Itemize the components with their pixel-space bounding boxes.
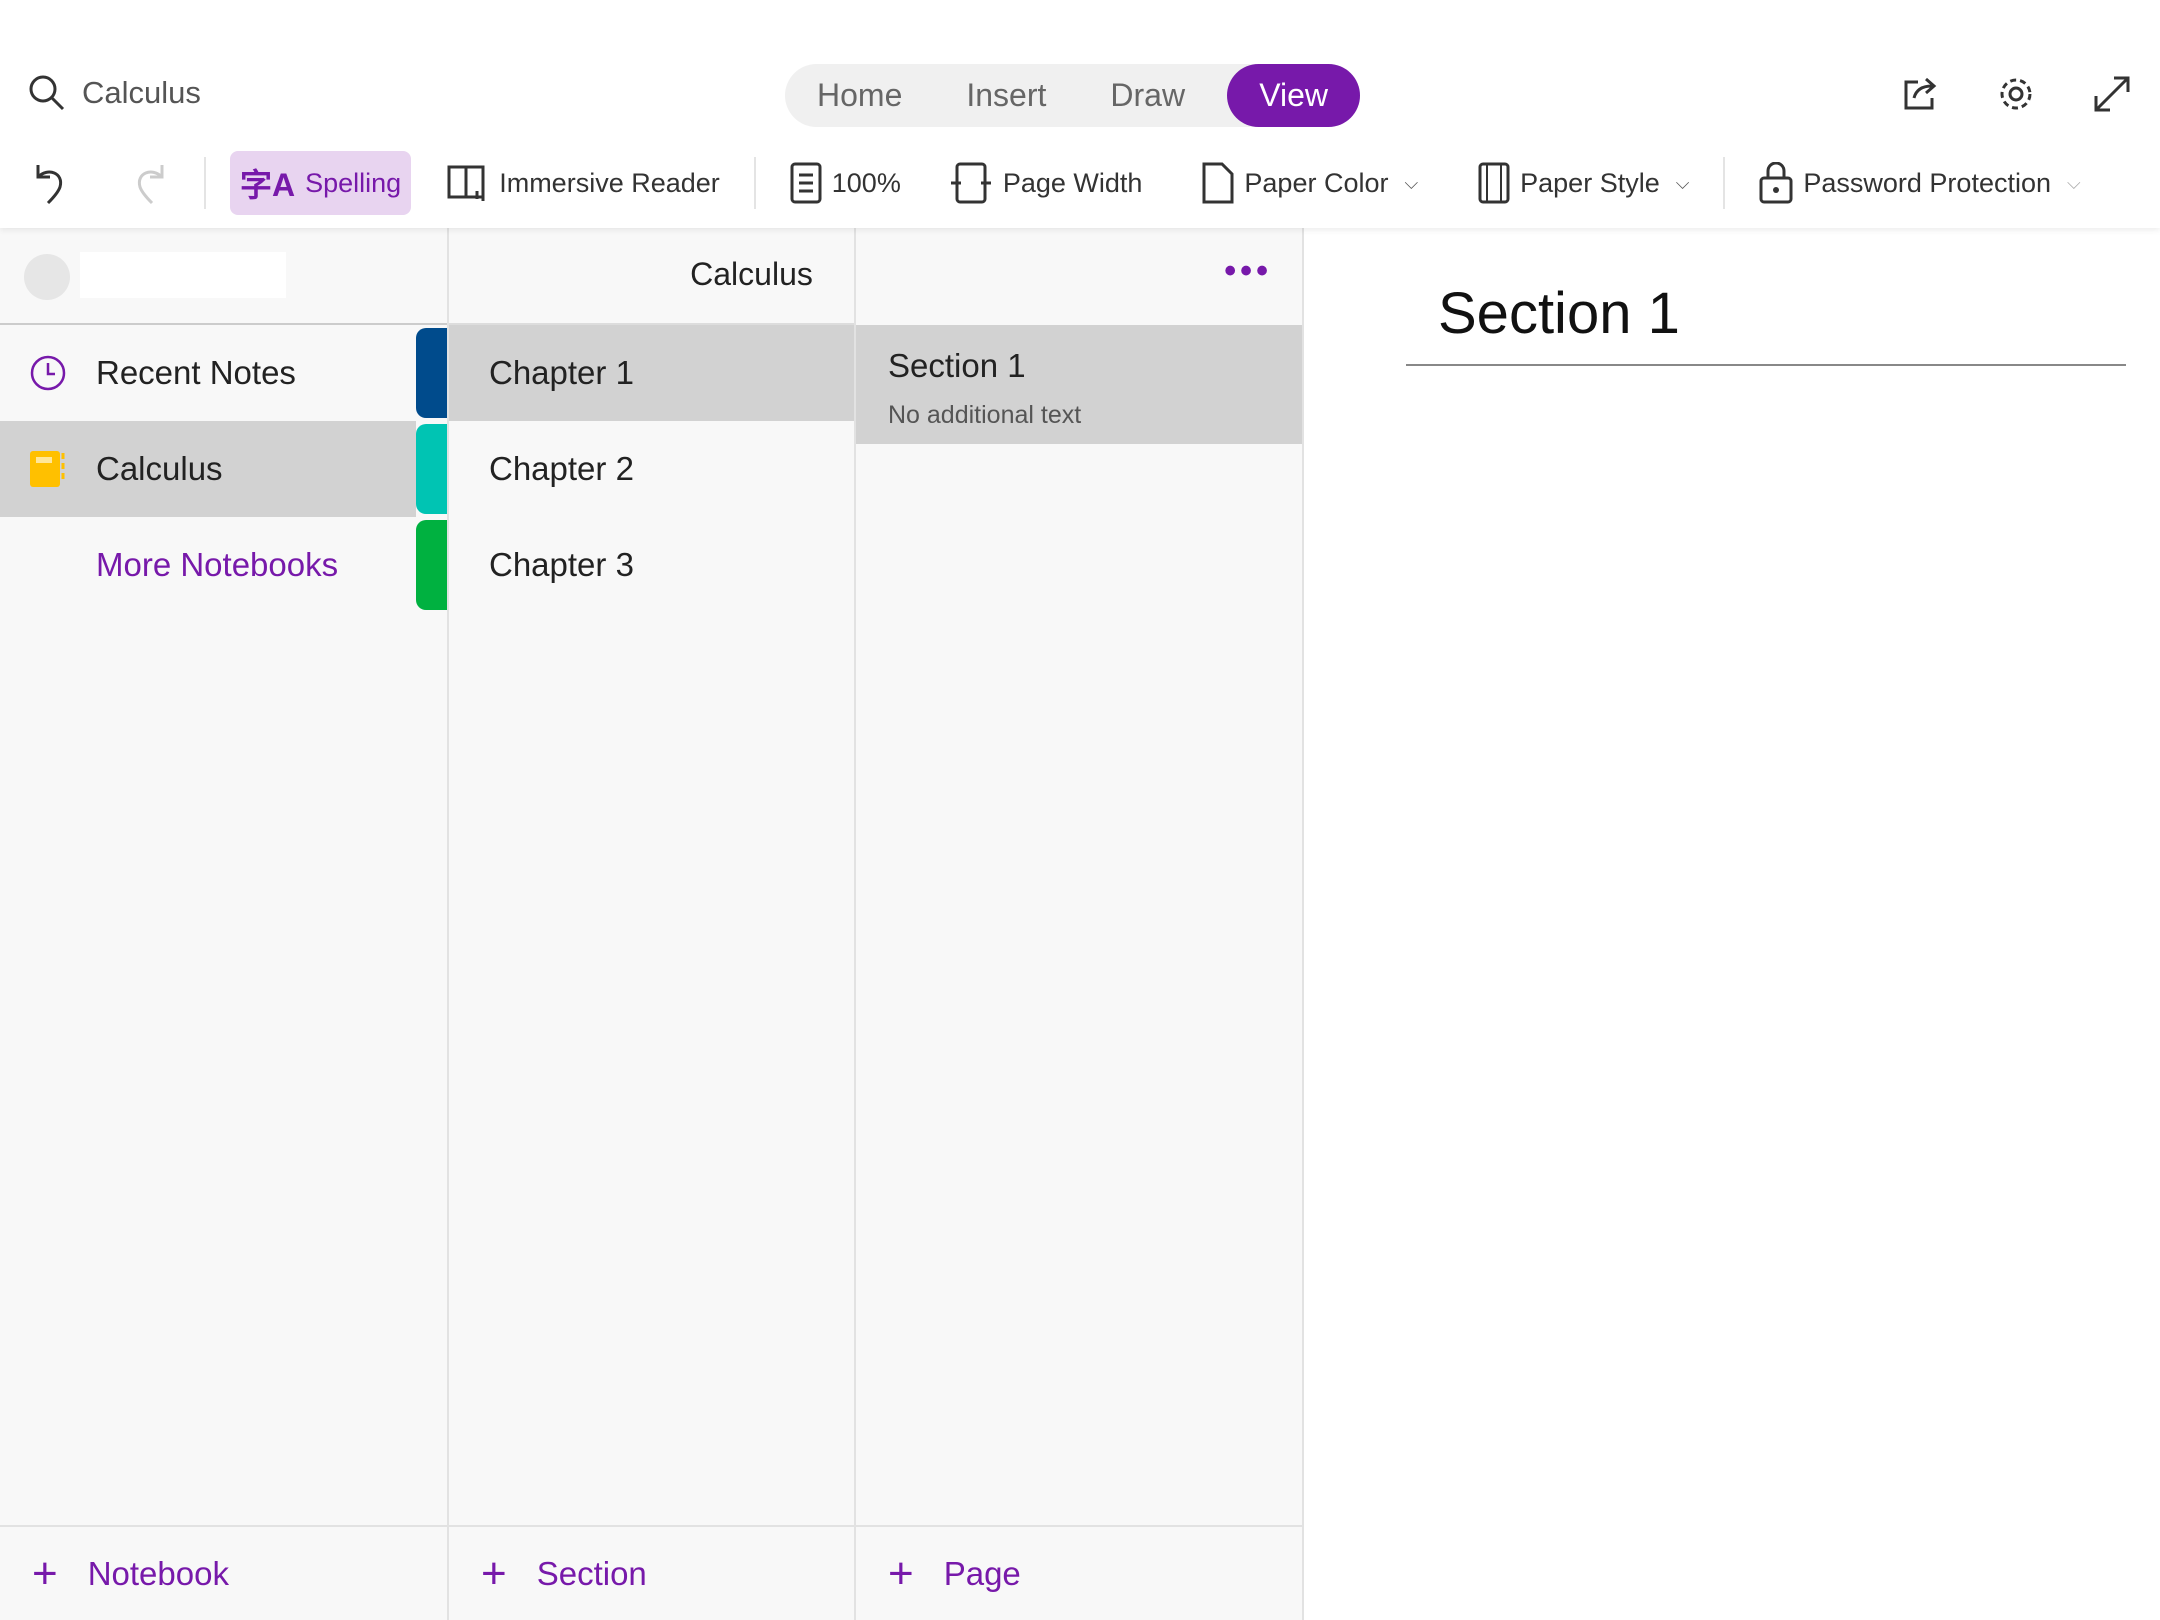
sections-pane: Calculus Chapter 1 Chapter 2 Chapter 3 +… <box>447 228 856 1620</box>
immersive-reader-label: Immersive Reader <box>499 167 720 198</box>
page-title: Section 1 <box>888 347 1026 384</box>
share-icon[interactable] <box>1900 74 1940 114</box>
page-width-button[interactable]: Page Width <box>939 151 1153 215</box>
add-section-label: Section <box>536 1554 647 1592</box>
page-item[interactable]: Section 1 No additional text <box>856 325 1302 444</box>
clock-icon <box>30 355 66 391</box>
section-tab-chapter-2[interactable] <box>416 424 447 514</box>
top-bar: Calculus Home Insert Draw View 字A Spellin… <box>0 0 2160 228</box>
tab-insert[interactable]: Insert <box>966 77 1047 113</box>
recent-notes-label: Recent Notes <box>96 354 296 391</box>
toolbar: 字A Spelling Immersive Reader 100% Page Wi… <box>0 150 2160 216</box>
account-header <box>0 228 447 325</box>
undo-button[interactable] <box>20 151 80 215</box>
document-icon <box>1202 162 1234 204</box>
section-item[interactable]: Chapter 1 <box>449 325 854 421</box>
paper-color-label: Paper Color <box>1244 167 1389 198</box>
paper-style-icon <box>1478 162 1510 204</box>
pages-pane: ••• Section 1 No additional text + Page <box>856 228 1304 1620</box>
recent-notes-item[interactable]: Recent Notes <box>0 325 447 421</box>
page-preview: No additional text <box>888 401 1082 429</box>
section-label: Chapter 1 <box>489 354 634 391</box>
window-actions <box>1900 74 2132 114</box>
page-width-label: Page Width <box>1002 167 1143 198</box>
immersive-reader-icon <box>447 165 485 201</box>
more-notebooks-label: More Notebooks <box>96 546 339 583</box>
password-protection-label: Password Protection <box>1803 167 2051 198</box>
section-item[interactable]: Chapter 2 <box>449 421 854 517</box>
tab-view[interactable]: View <box>1227 64 1360 127</box>
expand-icon[interactable] <box>2092 74 2132 114</box>
avatar[interactable] <box>24 254 70 300</box>
paper-color-button[interactable]: Paper Color ⌵ <box>1192 151 1428 215</box>
section-tab-chapter-3[interactable] <box>416 520 447 610</box>
section-tab-chapter-1[interactable] <box>416 328 447 418</box>
spelling-button[interactable]: 字A Spelling <box>230 151 412 215</box>
sections-header: Calculus <box>449 228 854 325</box>
spelling-icon: 字A <box>240 167 296 203</box>
zoom-button[interactable]: 100% <box>780 151 911 215</box>
plus-icon: + <box>481 1548 507 1598</box>
search-icon <box>28 74 66 112</box>
password-protection-button[interactable]: Password Protection ⌵ <box>1749 151 2090 215</box>
section-label: Chapter 3 <box>489 546 634 583</box>
plus-icon: + <box>32 1548 58 1598</box>
tab-draw[interactable]: Draw <box>1110 77 1186 113</box>
plus-icon: + <box>888 1548 914 1598</box>
page-icon <box>790 162 822 204</box>
add-notebook-label: Notebook <box>87 1554 229 1592</box>
account-name <box>80 252 286 298</box>
paper-style-label: Paper Style <box>1520 167 1660 198</box>
chevron-down-icon: ⌵ <box>1404 172 1419 193</box>
sections-title: Calculus <box>690 256 813 292</box>
divider <box>204 157 206 209</box>
notebooks-pane: Recent Notes Calculus More Notebooks + No… <box>0 228 447 1620</box>
notebook-icon <box>30 451 65 487</box>
add-page-label: Page <box>943 1554 1021 1592</box>
spelling-label: Spelling <box>305 167 402 198</box>
redo-button[interactable] <box>120 151 180 215</box>
tab-home[interactable]: Home <box>817 77 903 113</box>
page-title-heading[interactable]: Section 1 <box>1406 280 2126 366</box>
chevron-down-icon: ⌵ <box>1675 172 1690 193</box>
lock-icon <box>1759 162 1793 204</box>
notebook-label: Calculus <box>96 450 223 487</box>
add-page-button[interactable]: + Page <box>856 1525 1302 1620</box>
divider <box>1723 157 1726 209</box>
chevron-down-icon: ⌵ <box>2067 172 2081 193</box>
pages-header: ••• <box>856 228 1302 325</box>
search-value: Calculus <box>82 75 201 110</box>
settings-icon[interactable] <box>1996 74 2036 114</box>
section-item[interactable]: Chapter 3 <box>449 517 854 613</box>
paper-style-button[interactable]: Paper Style ⌵ <box>1468 151 1699 215</box>
page-width-icon <box>950 162 991 204</box>
immersive-reader-button[interactable]: Immersive Reader <box>437 151 730 215</box>
more-notebooks-link[interactable]: More Notebooks <box>0 517 447 613</box>
notebook-item-calculus[interactable]: Calculus <box>0 421 416 517</box>
search-box[interactable]: Calculus <box>28 74 201 112</box>
add-notebook-button[interactable]: + Notebook <box>0 1525 447 1620</box>
ribbon-tabs: Home Insert Draw View <box>785 64 1360 127</box>
zoom-label: 100% <box>831 167 901 198</box>
divider <box>753 157 756 209</box>
section-label: Chapter 2 <box>489 450 634 487</box>
more-options-icon[interactable]: ••• <box>1224 252 1272 290</box>
add-section-button[interactable]: + Section <box>449 1525 854 1620</box>
